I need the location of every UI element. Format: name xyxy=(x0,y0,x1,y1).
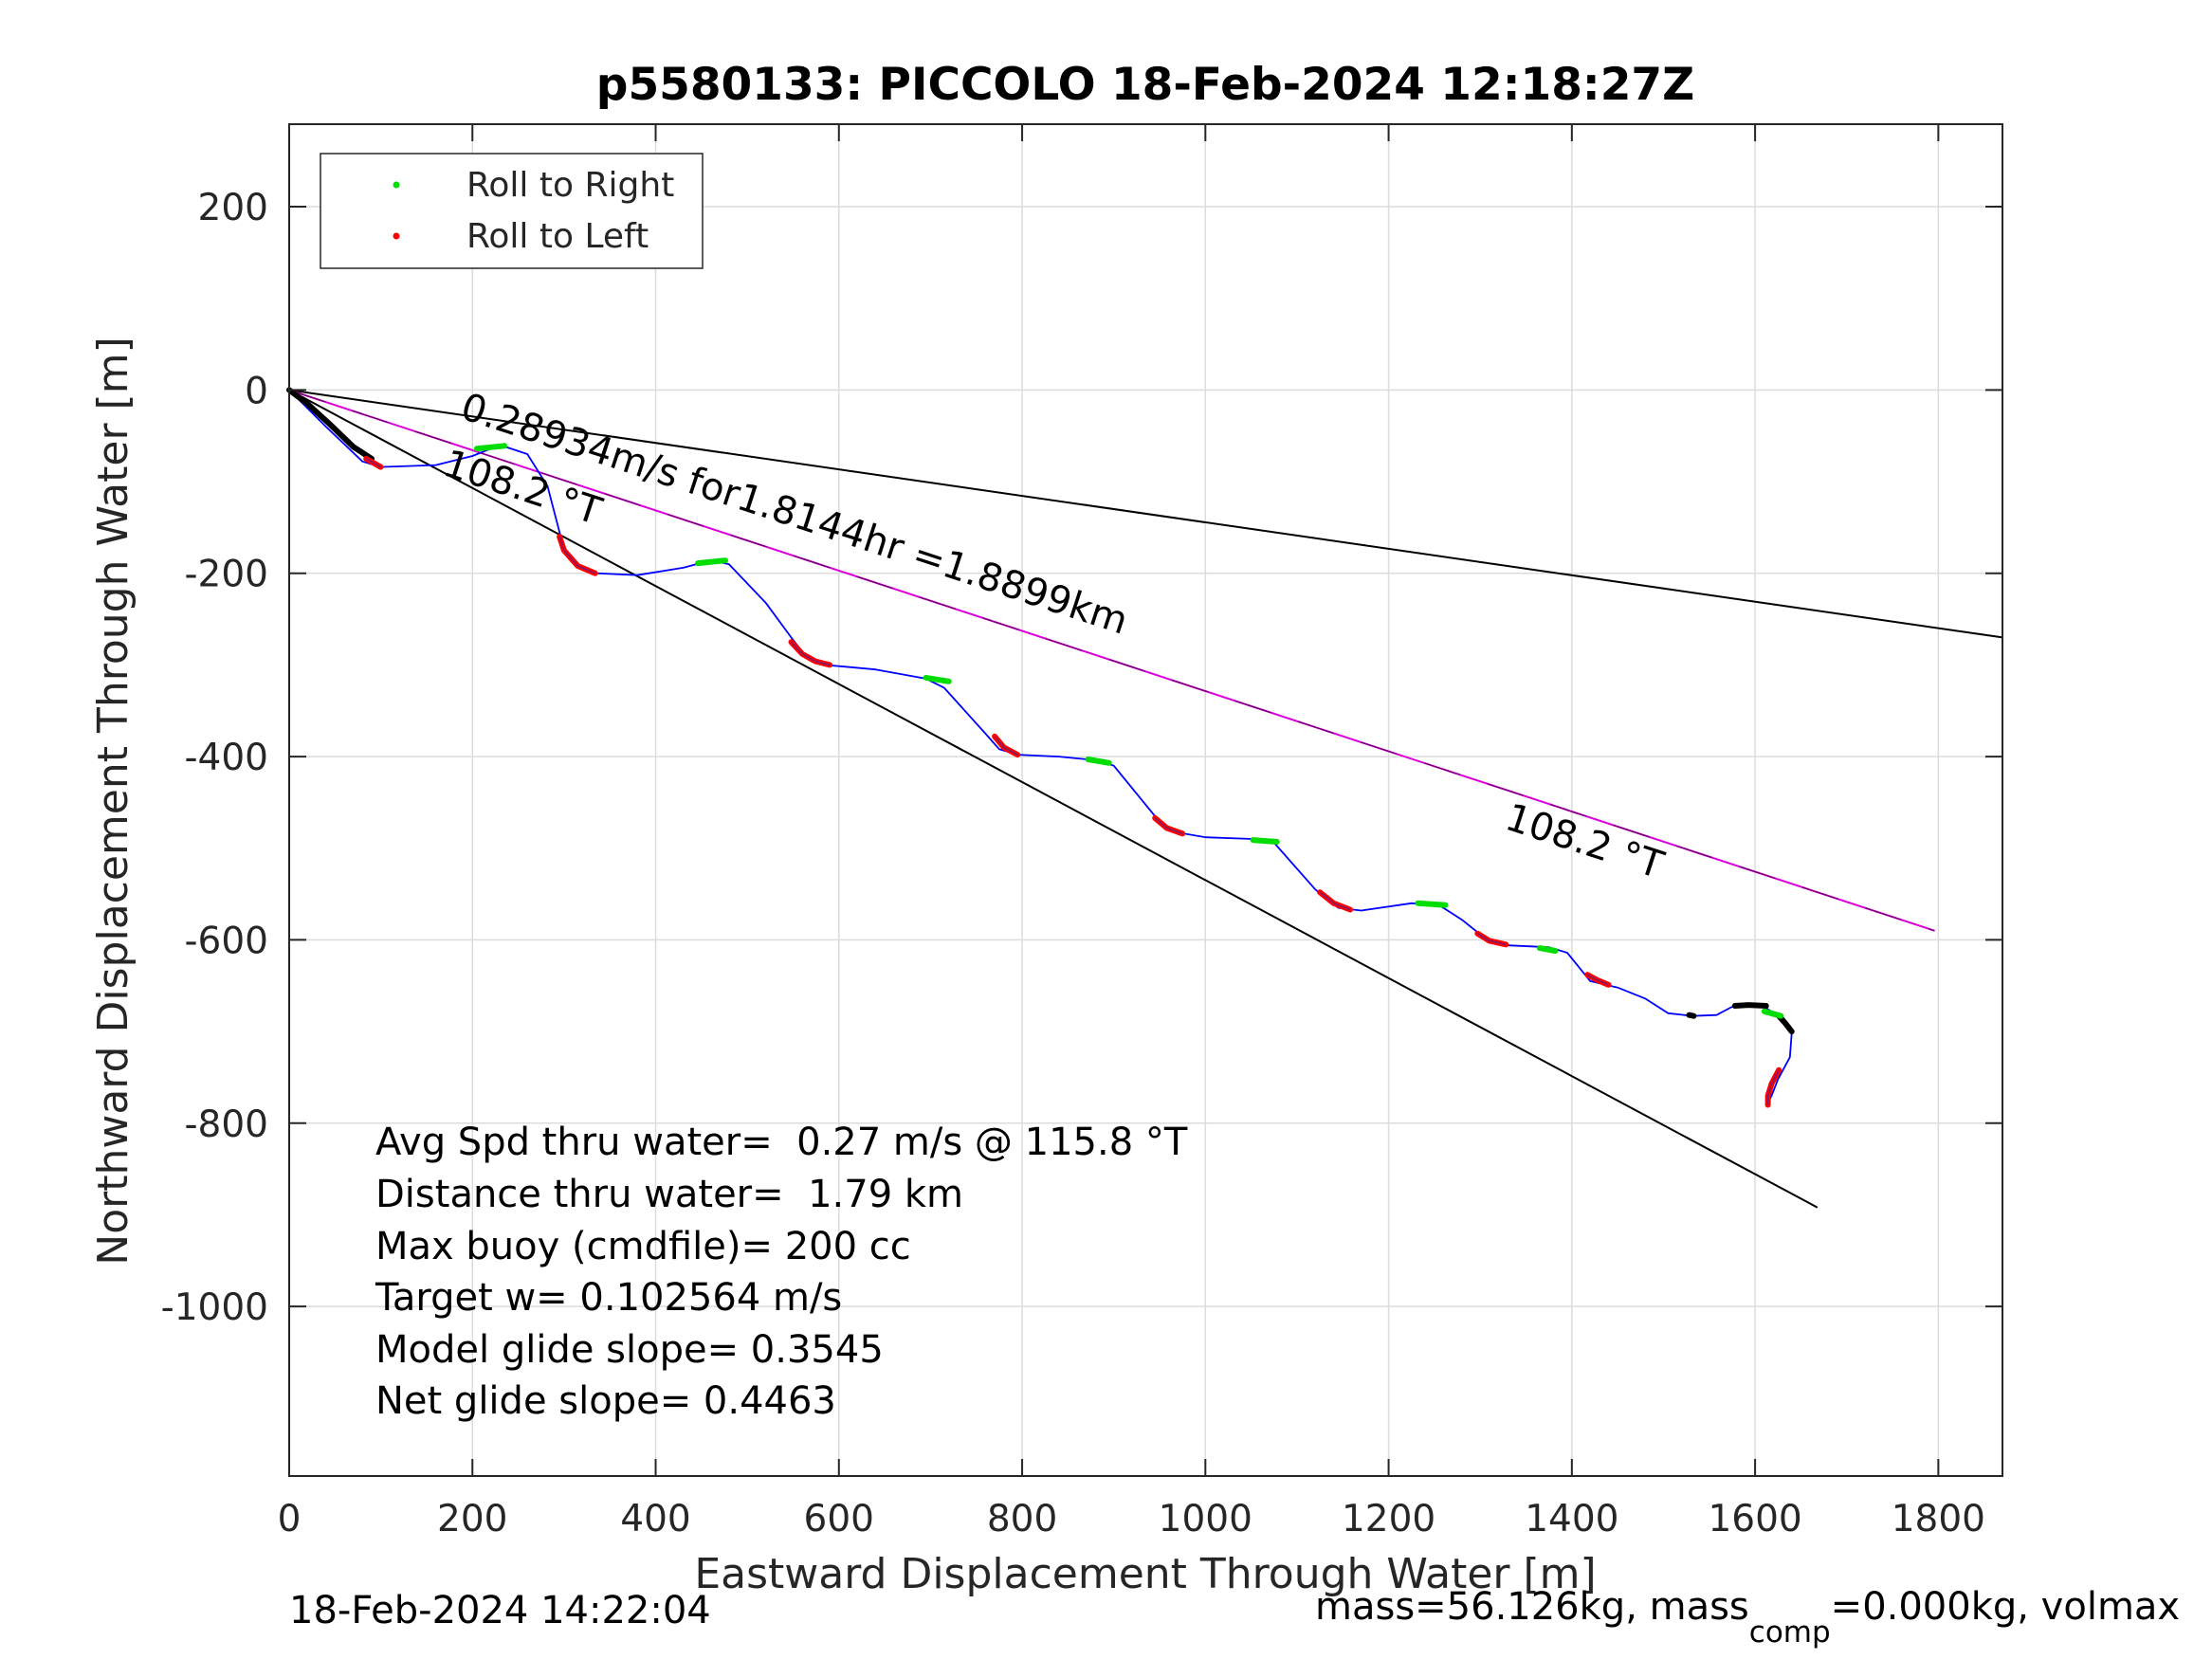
roll-right-marker xyxy=(1761,1008,1784,1019)
roll-right-marker xyxy=(923,674,952,684)
x-tick-label: 1200 xyxy=(1342,1498,1435,1540)
roll-right-marker xyxy=(474,443,508,452)
reference-line xyxy=(288,389,1819,1209)
roll-left-marker-core xyxy=(790,641,831,666)
footer-mass: mass=56.126kg, masscomp=0.000kg, volmax xyxy=(1315,1585,2180,1650)
y-tick-label: -800 xyxy=(184,1103,268,1146)
x-tick-label: 800 xyxy=(987,1498,1057,1540)
x-tick-label: 1000 xyxy=(1159,1498,1252,1540)
legend-marker-left xyxy=(393,232,400,240)
x-tick-label: 200 xyxy=(437,1498,507,1540)
grid xyxy=(288,124,2002,1476)
legend-label-left: Roll to Left xyxy=(466,217,649,256)
legend: Roll to Right Roll to Left xyxy=(320,153,704,269)
x-tick-label: 1400 xyxy=(1525,1498,1618,1540)
stat-line: Target w= 0.102564 m/s xyxy=(375,1276,842,1320)
x-tick-label: 0 xyxy=(278,1498,302,1540)
reference-line xyxy=(288,389,2003,639)
roll-right-marker xyxy=(1415,900,1449,908)
y-tick-label: -400 xyxy=(184,737,268,779)
roll-left-marker-core xyxy=(1476,933,1507,946)
roll-left-marker-core xyxy=(1154,817,1183,835)
stat-line: Model glide slope= 0.3545 xyxy=(375,1328,884,1372)
plot-frame xyxy=(288,123,2003,1477)
roll-right-marker xyxy=(1250,837,1280,845)
footer-mass-sub: comp xyxy=(1749,1615,1831,1650)
roll-right-marker xyxy=(695,557,728,567)
black-marker-segment xyxy=(286,387,375,462)
chart-title: p5580133: PICCOLO 18-Feb-2024 12:18:27Z xyxy=(596,59,1694,111)
roll-markers xyxy=(286,387,1795,1108)
legend-marker-right xyxy=(393,181,400,189)
stat-line: Avg Spd thru water= 0.27 m/s @ 115.8 °T xyxy=(375,1121,1188,1164)
black-marker-segment xyxy=(1686,1012,1697,1019)
roll-left-marker-core xyxy=(365,458,381,468)
x-tick-label: 1800 xyxy=(1892,1498,1985,1540)
y-tick-label: -600 xyxy=(184,920,268,962)
y-tick-label: 200 xyxy=(198,187,268,229)
x-tick-label: 400 xyxy=(620,1498,690,1540)
black-marker-segment xyxy=(1731,1002,1769,1009)
roll-left-marker-core xyxy=(994,736,1018,756)
y-axis-label: Northward Displacement Through Water [m] xyxy=(89,337,137,1265)
footer-mass-part2: =0.000kg, volmax xyxy=(1831,1585,2180,1629)
reference-lines xyxy=(288,389,2003,1209)
roll-left-marker-core xyxy=(558,536,595,574)
x-tick-label: 1600 xyxy=(1708,1498,1801,1540)
roll-left-marker-core xyxy=(1319,891,1351,911)
stat-line: Distance thru water= 1.79 km xyxy=(375,1173,963,1216)
roll-right-marker xyxy=(1085,757,1112,766)
roll-left-marker-core xyxy=(1766,1069,1780,1105)
stats-block: Avg Spd thru water= 0.27 m/s @ 115.8 °T … xyxy=(375,1121,1188,1423)
reference-line-overlay xyxy=(288,389,1935,932)
roll-left-marker-core xyxy=(1586,974,1609,986)
y-tick-label: 0 xyxy=(245,370,268,412)
stat-line: Net glide slope= 0.4463 xyxy=(375,1379,836,1423)
footer-timestamp: 18-Feb-2024 14:22:04 xyxy=(289,1589,711,1632)
legend-label-right: Roll to Right xyxy=(466,166,674,205)
x-axis-label: Eastward Displacement Through Water [m] xyxy=(694,1550,1596,1598)
y-tick-label: -200 xyxy=(184,554,268,596)
ticks: 0 200 400 600 800 1000 1200 1400 1600 18002000-20… xyxy=(161,124,2002,1540)
legend-box xyxy=(320,153,704,269)
y-tick-label: -1000 xyxy=(161,1286,268,1329)
roll-right-marker xyxy=(1537,945,1559,954)
x-tick-label: 600 xyxy=(804,1498,874,1540)
footer-mass-part1: mass=56.126kg, mass xyxy=(1315,1585,1749,1629)
stat-line: Max buoy (cmdfile)= 200 cc xyxy=(375,1225,911,1268)
